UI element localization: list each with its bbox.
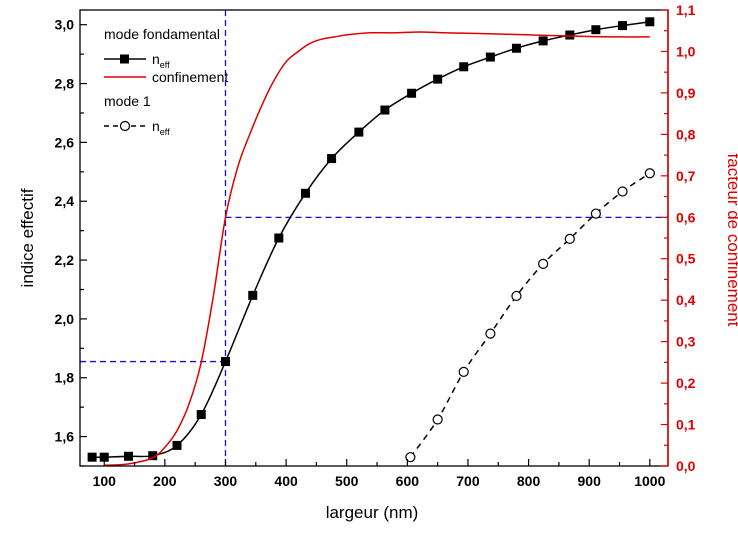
y2-tick-label: 0,1 bbox=[676, 417, 696, 433]
y2-tick-label: 0,3 bbox=[676, 334, 696, 350]
y2-tick-label: 0,5 bbox=[676, 251, 696, 267]
y-tick-label: 2,0 bbox=[55, 311, 75, 327]
data-point-square bbox=[99, 452, 109, 462]
y2-axis-label: facteur de confinement bbox=[724, 154, 738, 327]
data-point-square bbox=[196, 410, 206, 420]
legend-neff-sub-mode1: eff bbox=[160, 127, 170, 137]
series-line-2 bbox=[409, 172, 651, 458]
y-tick-label: 3,0 bbox=[55, 17, 75, 33]
legend-label-confinement: confinement bbox=[152, 69, 228, 85]
x-tick-label: 900 bbox=[578, 473, 602, 489]
data-point-square bbox=[327, 154, 337, 164]
data-point-square bbox=[618, 21, 628, 31]
data-point-square bbox=[123, 451, 133, 461]
x-tick-label: 700 bbox=[456, 473, 480, 489]
legend-title-fondamental: mode fondamental bbox=[104, 26, 220, 42]
x-tick-label: 800 bbox=[517, 473, 541, 489]
data-point-circle bbox=[485, 328, 496, 339]
y2-tick-label: 0,0 bbox=[676, 458, 696, 474]
data-point-circle bbox=[458, 366, 469, 377]
data-point-square bbox=[433, 74, 443, 84]
legend: mode fondamental neff confinement mode 1… bbox=[104, 26, 228, 137]
y2-tick-label: 0,9 bbox=[676, 85, 696, 101]
data-point-square bbox=[87, 452, 97, 462]
y2-tick-label: 0,6 bbox=[676, 209, 696, 225]
data-point-circle bbox=[511, 290, 522, 302]
data-point-square bbox=[645, 17, 655, 27]
legend-title-mode1: mode 1 bbox=[104, 93, 151, 109]
data-point-square bbox=[407, 88, 417, 98]
y2-tick-label: 1,1 bbox=[676, 2, 696, 18]
legend-label-neff-mode1: neff bbox=[152, 118, 170, 137]
y-axis-label: indice effectif bbox=[18, 188, 37, 287]
x-tick-label: 1000 bbox=[634, 473, 665, 489]
y2-tick-label: 1,0 bbox=[676, 43, 696, 59]
data-point-square bbox=[591, 25, 601, 35]
y-tick-label: 2,2 bbox=[55, 252, 75, 268]
data-point-circle bbox=[564, 233, 575, 244]
data-point-square bbox=[459, 62, 469, 72]
legend-neff-n: n bbox=[152, 51, 160, 67]
data-point-square bbox=[172, 440, 182, 450]
x-tick-label: 500 bbox=[335, 473, 359, 489]
data-point-square bbox=[354, 127, 364, 137]
data-point-square bbox=[248, 290, 258, 300]
data-point-square bbox=[538, 36, 548, 46]
data-point-circle bbox=[644, 168, 655, 179]
data-point-square bbox=[511, 43, 521, 53]
x-tick-label: 200 bbox=[153, 473, 177, 489]
legend-marker-circle bbox=[119, 120, 131, 132]
legend-marker-square bbox=[120, 54, 129, 64]
data-point-square bbox=[301, 188, 311, 198]
data-point-square bbox=[148, 451, 158, 461]
x-tick-label: 400 bbox=[274, 473, 298, 489]
data-point-square bbox=[485, 52, 495, 62]
data-point-square bbox=[565, 30, 575, 40]
data-point-square bbox=[380, 105, 390, 115]
legend-label-neff: neff bbox=[152, 51, 170, 70]
data-point-circle bbox=[590, 208, 601, 219]
x-tick-label: 600 bbox=[396, 473, 420, 489]
data-point-circle bbox=[405, 452, 416, 463]
x-tick-label: 300 bbox=[214, 473, 238, 489]
series-line-1 bbox=[104, 31, 650, 466]
data-point-square bbox=[220, 357, 230, 367]
data-point-circle bbox=[432, 414, 443, 425]
y-tick-label: 1,8 bbox=[55, 370, 75, 386]
legend-neff-n-mode1: n bbox=[152, 118, 160, 134]
y2-tick-label: 0,4 bbox=[676, 292, 696, 308]
y2-tick-label: 0,2 bbox=[676, 375, 696, 391]
axes-layer: 100 200 300 400 500 600 700 800 900 1000 1,6 1,8 2,0… bbox=[55, 2, 696, 489]
data-point-circle bbox=[538, 258, 549, 269]
series-layer bbox=[87, 17, 655, 466]
y-tick-label: 1,6 bbox=[55, 429, 75, 445]
legend-neff-sub: eff bbox=[160, 60, 170, 70]
y-tick-label: 2,4 bbox=[55, 193, 75, 209]
data-point-circle bbox=[617, 186, 628, 197]
x-tick-label: 100 bbox=[93, 473, 117, 489]
x-axis-label: largeur (nm) bbox=[326, 503, 419, 522]
y-tick-label: 2,6 bbox=[55, 134, 75, 150]
y-tick-label: 2,8 bbox=[55, 76, 75, 92]
y2-tick-label: 0,8 bbox=[676, 126, 696, 142]
data-point-square bbox=[274, 233, 284, 243]
y2-tick-label: 0,7 bbox=[676, 168, 696, 184]
